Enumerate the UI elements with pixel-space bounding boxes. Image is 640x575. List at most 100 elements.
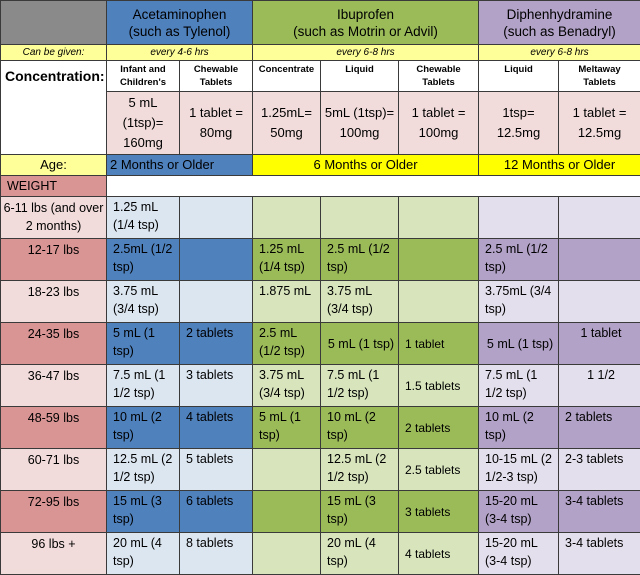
weight-header: WEIGHT: [1, 176, 107, 197]
dose-cell: 20 mL (4 tsp): [321, 533, 399, 575]
weight-cell: 12-17 lbs: [1, 239, 107, 281]
can-be-given-label: Can be given:: [1, 45, 107, 61]
dose-cell: 10 mL (2 tsp): [107, 407, 180, 449]
can-be-given-row: Can be given: every 4-6 hrs every 6-8 hr…: [1, 45, 640, 61]
dose-cell: 3-4 tablets: [559, 491, 640, 533]
dose-cell: 1.25 mL (1/4 tsp): [253, 239, 321, 281]
dose-cell: 7.5 mL (1 1/2 tsp): [321, 365, 399, 407]
dose-cell: [253, 491, 321, 533]
subheader-liquid-ibuprofen: Liquid: [321, 61, 399, 92]
dose-cell: [559, 239, 640, 281]
weight-header-spacer: [107, 176, 640, 197]
dose-cell: [559, 197, 640, 239]
concentration-subheader-row: Concentration: Infant and Children's Che…: [1, 61, 640, 92]
concentration-value: 1 tablet = 12.5mg: [559, 92, 640, 155]
subheader-meltaway: Meltaway Tablets: [559, 61, 640, 92]
ibuprofen-frequency: every 6-8 hrs: [253, 45, 479, 61]
ibuprofen-name: Ibuprofen: [256, 6, 475, 23]
weight-cell: 48-59 lbs: [1, 407, 107, 449]
weight-cell: 18-23 lbs: [1, 281, 107, 323]
dose-cell: 2 tablets: [399, 407, 479, 449]
diphenhydramine-header: Diphenhydramine (such as Benadryl): [479, 1, 640, 45]
dose-cell: 15 mL (3 tsp): [107, 491, 180, 533]
dose-cell: 1 1/2: [559, 365, 640, 407]
dose-cell: 10 mL (2 tsp): [321, 407, 399, 449]
dose-cell: 15-20 mL (3-4 tsp): [479, 491, 559, 533]
subheader-concentrate: Concentrate: [253, 61, 321, 92]
dose-cell: 3.75 mL (3/4 tsp): [253, 365, 321, 407]
dose-cell: [399, 239, 479, 281]
ibuprofen-brand: (such as Motrin or Advil): [256, 23, 475, 40]
dose-cell: 1.25 mL (1/4 tsp): [107, 197, 180, 239]
dose-cell: 3 tablets: [399, 491, 479, 533]
age-label: Age:: [1, 155, 107, 176]
dose-cell: 1 tablet: [399, 323, 479, 365]
subheader-liquid-diphenhydramine: Liquid: [479, 61, 559, 92]
age-row: Age: 2 Months or Older 6 Months or Older…: [1, 155, 640, 176]
dose-cell: [253, 533, 321, 575]
corner-cell: [1, 1, 107, 45]
dose-cell: 3-4 tablets: [559, 533, 640, 575]
dose-cell: 12.5 mL (2 1/2 tsp): [321, 449, 399, 491]
dose-cell: 2.5 mL (1/2 tsp): [479, 239, 559, 281]
acetaminophen-frequency: every 4-6 hrs: [107, 45, 253, 61]
dosage-row: 24-35 lbs 5 mL (1 tsp) 2 tablets 2.5 mL …: [1, 323, 640, 365]
concentration-value: 1.25mL= 50mg: [253, 92, 321, 155]
dosage-row: 72-95 lbs 15 mL (3 tsp) 6 tablets 15 mL …: [1, 491, 640, 533]
ibuprofen-age: 6 Months or Older: [253, 155, 479, 176]
dose-cell: 5 mL (1 tsp): [107, 323, 180, 365]
diphenhydramine-frequency: every 6-8 hrs: [479, 45, 640, 61]
dose-cell: [559, 281, 640, 323]
dose-cell: 20 mL (4 tsp): [107, 533, 180, 575]
dose-cell: 2-3 tablets: [559, 449, 640, 491]
dose-cell: 3.75 mL (3/4 tsp): [321, 281, 399, 323]
dose-cell: 3.75 mL (3/4 tsp): [107, 281, 180, 323]
dose-cell: 15-20 mL (3-4 tsp): [479, 533, 559, 575]
weight-cell: 60-71 lbs: [1, 449, 107, 491]
dose-cell: 2.5 tablets: [399, 449, 479, 491]
acetaminophen-age: 2 Months or Older: [107, 155, 253, 176]
acetaminophen-name: Acetaminophen: [110, 6, 249, 23]
dose-cell: 1.5 tablets: [399, 365, 479, 407]
dosage-row: 96 lbs + 20 mL (4 tsp) 8 tablets 20 mL (…: [1, 533, 640, 575]
dosage-row: 60-71 lbs 12.5 mL (2 1/2 tsp) 5 tablets …: [1, 449, 640, 491]
dosage-row: 48-59 lbs 10 mL (2 tsp) 4 tablets 5 mL (…: [1, 407, 640, 449]
dose-cell: 5 mL (1 tsp): [321, 323, 399, 365]
weight-cell: 24-35 lbs: [1, 323, 107, 365]
dose-cell: 7.5 mL (1 1/2 tsp): [479, 365, 559, 407]
dose-cell: [253, 449, 321, 491]
dose-cell: 2.5mL (1/2 tsp): [107, 239, 180, 281]
concentration-value: 5mL (1tsp)= 100mg: [321, 92, 399, 155]
dosage-row: 18-23 lbs 3.75 mL (3/4 tsp) 1.875 mL 3.7…: [1, 281, 640, 323]
dose-cell: 12.5 mL (2 1/2 tsp): [107, 449, 180, 491]
subheader-chewable-acetaminophen: Chewable Tablets: [180, 61, 253, 92]
dose-cell: 5 mL (1 tsp): [479, 323, 559, 365]
dosage-row: 36-47 lbs 7.5 mL (1 1/2 tsp) 3 tablets 3…: [1, 365, 640, 407]
dose-cell: 2.5 mL (1/2 tsp): [321, 239, 399, 281]
medication-header-row: Acetaminophen (such as Tylenol) Ibuprofe…: [1, 1, 640, 45]
dose-cell: 10 mL (2 tsp): [479, 407, 559, 449]
dose-cell: 5 tablets: [180, 449, 253, 491]
dose-cell: 1.875 mL: [253, 281, 321, 323]
subheader-infant-childrens: Infant and Children's: [107, 61, 180, 92]
ibuprofen-header: Ibuprofen (such as Motrin or Advil): [253, 1, 479, 45]
weight-cell: 6-11 lbs (and over 2 months): [1, 197, 107, 239]
dose-cell: 3 tablets: [180, 365, 253, 407]
dose-cell: [399, 197, 479, 239]
concentration-value: 1tsp= 12.5mg: [479, 92, 559, 155]
weight-cell: 72-95 lbs: [1, 491, 107, 533]
dose-cell: 5 mL (1 tsp): [253, 407, 321, 449]
dose-cell: [321, 197, 399, 239]
dose-cell: 6 tablets: [180, 491, 253, 533]
dose-cell: 2.5 mL (1/2 tsp): [253, 323, 321, 365]
dose-cell: 2 tablets: [559, 407, 640, 449]
dose-cell: 2 tablets: [180, 323, 253, 365]
dosage-row: 12-17 lbs 2.5mL (1/2 tsp) 1.25 mL (1/4 t…: [1, 239, 640, 281]
concentration-label: Concentration:: [1, 61, 107, 155]
weight-header-row: WEIGHT: [1, 176, 640, 197]
diphenhydramine-age: 12 Months or Older: [479, 155, 640, 176]
dose-cell: 8 tablets: [180, 533, 253, 575]
subheader-chewable-ibuprofen: Chewable Tablets: [399, 61, 479, 92]
weight-cell: 96 lbs +: [1, 533, 107, 575]
